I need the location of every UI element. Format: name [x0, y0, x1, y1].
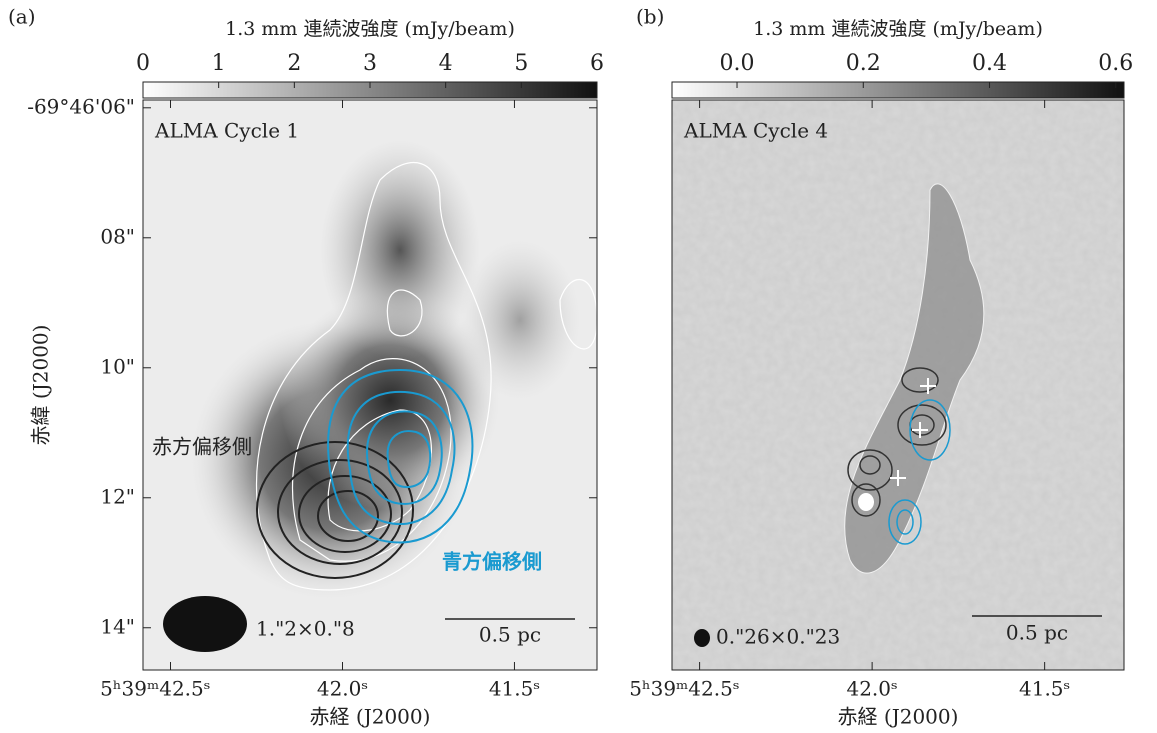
- colorbar-tick-label: 0: [136, 51, 150, 76]
- colorbar-tick-label: 6: [590, 51, 604, 76]
- image-b: [672, 100, 1124, 670]
- panel-title: ALMA Cycle 1: [154, 119, 299, 143]
- colorbar-label: 1.3 mm 連続波強度 (mJy/beam): [225, 18, 515, 40]
- colorbar-tick-label: 0.4: [972, 51, 1007, 76]
- colorbar: [672, 82, 1124, 98]
- colorbar-tick-label: 3: [363, 51, 377, 76]
- figure: (a) (b) 1.3 mm 連続波強度 (mJy/beam) 1.3 mm 連…: [0, 0, 1157, 729]
- y-axis-label: 赤緯 (J2000): [29, 325, 53, 446]
- beam-label: 0."26×0."23: [716, 625, 840, 649]
- y-tick-label: 12": [100, 484, 135, 508]
- y-tick-label: 08": [100, 224, 135, 248]
- panel-title: ALMA Cycle 4: [683, 119, 828, 143]
- y-tick-label: -69°46'06": [27, 94, 135, 118]
- colorbar-tick-label: 2: [287, 51, 301, 76]
- image-a: [143, 100, 597, 670]
- x-tick-label: 41.5ˢ: [1019, 677, 1070, 701]
- x-tick-label: 5ʰ39ᵐ42.5ˢ: [629, 677, 739, 701]
- colorbar-tick-label: 4: [439, 51, 453, 76]
- x-tick-label: 5ʰ39ᵐ42.5ˢ: [100, 677, 210, 701]
- scale-label: 0.5 pc: [479, 623, 541, 647]
- annotation: 赤方偏移側: [152, 435, 252, 459]
- beam-label: 1."2×0."8: [256, 617, 355, 641]
- colorbar-tick-label: 1: [212, 51, 226, 76]
- colorbar-tick-label: 0.2: [846, 51, 881, 76]
- annotation: 青方偏移側: [442, 550, 542, 574]
- panel-label: (a): [8, 5, 36, 29]
- colorbar-tick-label: 0.6: [1098, 51, 1133, 76]
- x-tick-label: 42.0ˢ: [317, 677, 368, 701]
- panel-label: (b): [636, 5, 664, 29]
- x-axis-label: 赤経 (J2000): [310, 705, 431, 729]
- x-tick-label: 42.0ˢ: [846, 677, 897, 701]
- x-tick-label: 41.5ˢ: [489, 677, 540, 701]
- colorbar-label: 1.3 mm 連続波強度 (mJy/beam): [753, 18, 1043, 40]
- colorbar-tick-label: 5: [514, 51, 528, 76]
- scale-label: 0.5 pc: [1006, 621, 1068, 645]
- y-tick-label: 14": [100, 614, 135, 638]
- y-tick-label: 10": [100, 354, 135, 378]
- colorbar-tick-label: 0.0: [720, 51, 755, 76]
- x-axis-label: 赤経 (J2000): [838, 705, 959, 729]
